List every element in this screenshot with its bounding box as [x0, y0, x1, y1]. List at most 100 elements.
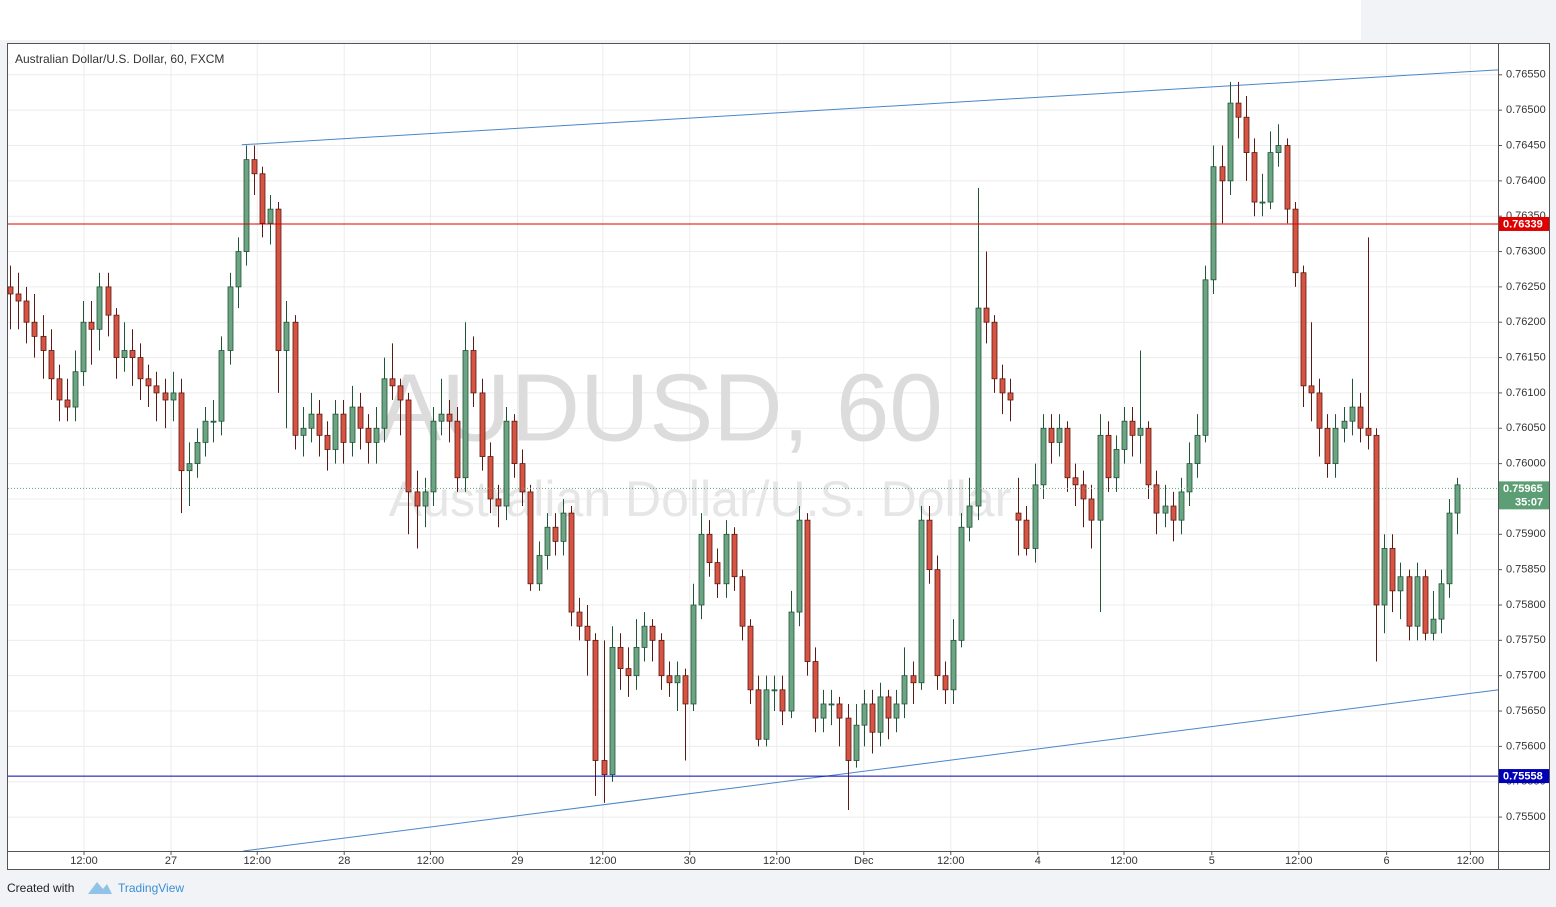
candle-body — [633, 647, 640, 677]
candle-body — [487, 456, 494, 500]
plot — [7, 69, 1499, 852]
candle-body — [1072, 477, 1079, 486]
candle-body — [966, 505, 973, 528]
candle-body — [649, 625, 656, 641]
y-tick-label: 0.76450 — [1506, 139, 1546, 151]
candle-body — [1145, 427, 1152, 486]
candle-body — [511, 420, 518, 465]
candle-body — [186, 463, 193, 472]
countdown-label: 35:07 — [1515, 496, 1543, 508]
candle-body — [1137, 427, 1144, 436]
candle-body — [568, 512, 575, 613]
candle-body — [462, 350, 469, 479]
y-tick-label: 0.76300 — [1506, 245, 1546, 257]
candle-body — [1170, 505, 1177, 521]
candle-body — [1048, 427, 1055, 443]
candle-body — [552, 526, 559, 542]
candle-body — [178, 392, 185, 472]
candle-body — [373, 427, 380, 443]
candle-body — [7, 286, 14, 295]
candle-body — [926, 519, 933, 571]
candle-body — [1186, 463, 1193, 493]
candle-body — [1153, 484, 1160, 514]
candle-body — [812, 661, 819, 719]
candle-body — [405, 399, 412, 493]
x-tick-label: 12:00 — [70, 855, 98, 867]
candle-body — [40, 335, 47, 351]
candle-body — [1454, 484, 1461, 514]
candle-body — [869, 703, 876, 733]
candle-body — [1210, 166, 1217, 281]
candle-body — [1227, 102, 1234, 182]
candle-body — [1259, 201, 1266, 204]
candle-body — [747, 625, 754, 691]
candle-body — [1316, 392, 1323, 429]
candle-body — [1088, 498, 1095, 521]
candle-body — [340, 413, 347, 443]
candle-body — [609, 647, 616, 776]
candle-body — [674, 675, 681, 684]
candle-body — [820, 703, 827, 719]
price-tag-label: 0.75558 — [1503, 770, 1543, 782]
candle-body — [958, 526, 965, 641]
candle-body — [283, 321, 290, 351]
candle-body — [31, 321, 38, 337]
candle-body — [23, 300, 30, 323]
candle-body — [739, 576, 746, 627]
candle-body — [755, 689, 762, 740]
candle-body — [999, 378, 1006, 394]
candle-body — [56, 378, 63, 401]
candle-body — [698, 533, 705, 606]
y-tick-label: 0.76550 — [1506, 69, 1546, 81]
candle-body — [1129, 420, 1136, 436]
candle-body — [1064, 427, 1071, 479]
candle-body — [836, 703, 843, 719]
candle-body — [991, 321, 998, 380]
candle-body — [503, 420, 510, 507]
watermark-symbol: AUDUSD, 60 — [377, 354, 943, 461]
candle-body — [1023, 519, 1030, 549]
candle-body — [72, 371, 79, 408]
y-tick-label: 0.76400 — [1506, 175, 1546, 187]
candle-body — [1040, 427, 1047, 486]
candle-body — [714, 562, 721, 585]
top-bar — [0, 0, 1361, 40]
candle-body — [194, 442, 201, 465]
candle-body — [796, 519, 803, 613]
x-tick-label: 12:00 — [937, 855, 965, 867]
candle-body — [1438, 583, 1445, 620]
candle-body — [275, 208, 282, 351]
candle-body — [845, 717, 852, 761]
candle-body — [397, 385, 404, 401]
x-tick-label: 30 — [684, 855, 696, 867]
y-tick-label: 0.76100 — [1506, 387, 1546, 399]
footer-brand[interactable]: TradingView — [118, 881, 184, 895]
candle-body — [804, 519, 811, 662]
candle-body — [422, 491, 429, 507]
candle-body — [519, 463, 526, 493]
y-tick-label: 0.76150 — [1506, 351, 1546, 363]
candle-body — [1389, 548, 1396, 592]
candle-body — [1406, 576, 1413, 627]
y-tick-label: 0.76200 — [1506, 316, 1546, 328]
x-tick-label: 12:00 — [417, 855, 445, 867]
axes: 12:00 27 12:00 28 12:00 29 12:00 30 12:00 Dec 12:0… — [70, 69, 1549, 867]
y-tick-label: 0.76500 — [1506, 104, 1546, 116]
candle-body — [113, 314, 120, 358]
candle-body — [706, 533, 713, 563]
candle-body — [145, 378, 152, 387]
candle-body — [479, 392, 486, 457]
candle-body — [121, 350, 128, 358]
candle-body — [1365, 427, 1372, 436]
candle-body — [527, 491, 534, 585]
candle-body — [365, 427, 372, 443]
candle-body — [723, 533, 730, 585]
candle-body — [1007, 392, 1014, 401]
candle-body — [1243, 116, 1250, 153]
candle-body — [910, 675, 917, 684]
candle-body — [641, 625, 648, 648]
x-tick-label: 6 — [1384, 855, 1390, 867]
candle-body — [983, 307, 990, 323]
candle-body — [1422, 576, 1429, 634]
y-tick-label: 0.76250 — [1506, 281, 1546, 293]
